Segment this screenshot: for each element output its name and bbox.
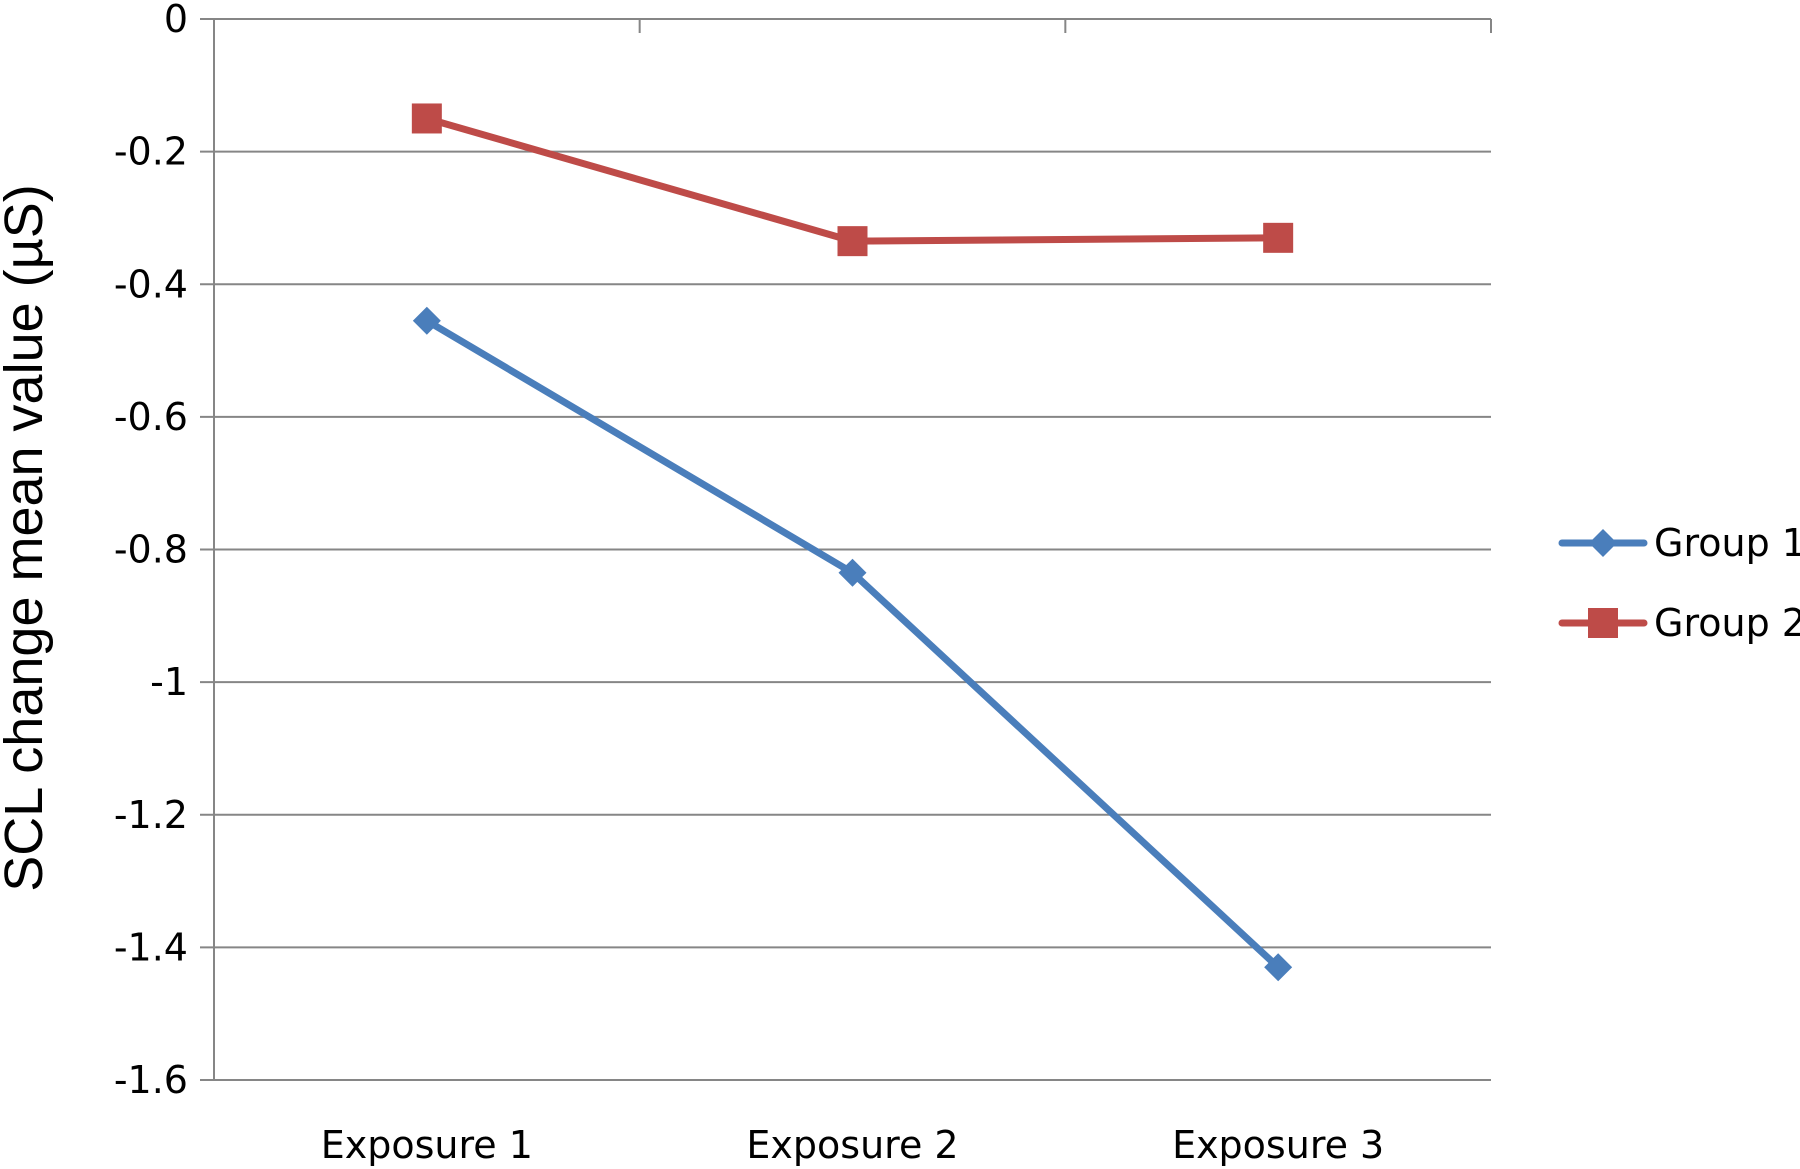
y-tick-label: -1.6 [114, 1058, 188, 1102]
y-tick-labels: 0 -0.2 -0.4 -0.6 -0.8 -1 -1.2 -1.4 -1.6 [114, 0, 188, 1102]
gridlines [214, 18, 1491, 1081]
data-point [411, 103, 442, 134]
data-point [412, 306, 441, 335]
y-tick-label: -1 [150, 660, 188, 704]
y-tick-label: 0 [164, 0, 188, 41]
y-tick-label: -0.6 [114, 395, 188, 439]
y-tick-label: -0.8 [114, 528, 188, 572]
data-point [837, 226, 868, 257]
data-point [838, 558, 867, 587]
y-tick-label: -1.4 [114, 925, 188, 969]
x-tick-label: Exposure 1 [321, 1123, 533, 1167]
x-tick-labels: Exposure 1 Exposure 2 Exposure 3 [321, 1123, 1385, 1167]
y-tick-label: -0.4 [114, 262, 188, 306]
y-axis-title: SCL change mean value (µS) [0, 184, 54, 891]
x-tick-label: Exposure 2 [746, 1123, 958, 1167]
legend: Group 1 Group 2 [1558, 521, 1800, 645]
axes [200, 18, 1492, 1081]
data-point [1264, 953, 1293, 982]
legend-marker [1589, 529, 1617, 557]
y-tick-label: -1.2 [114, 793, 188, 837]
legend-marker [1588, 608, 1618, 638]
data-point [1263, 222, 1294, 253]
data-series [411, 103, 1294, 982]
legend-label: Group 2 [1654, 601, 1800, 645]
series-line [423, 114, 1282, 245]
legend-label: Group 1 [1654, 521, 1800, 565]
y-tick-label: -0.2 [114, 130, 188, 174]
x-tick-label: Exposure 3 [1172, 1123, 1384, 1167]
